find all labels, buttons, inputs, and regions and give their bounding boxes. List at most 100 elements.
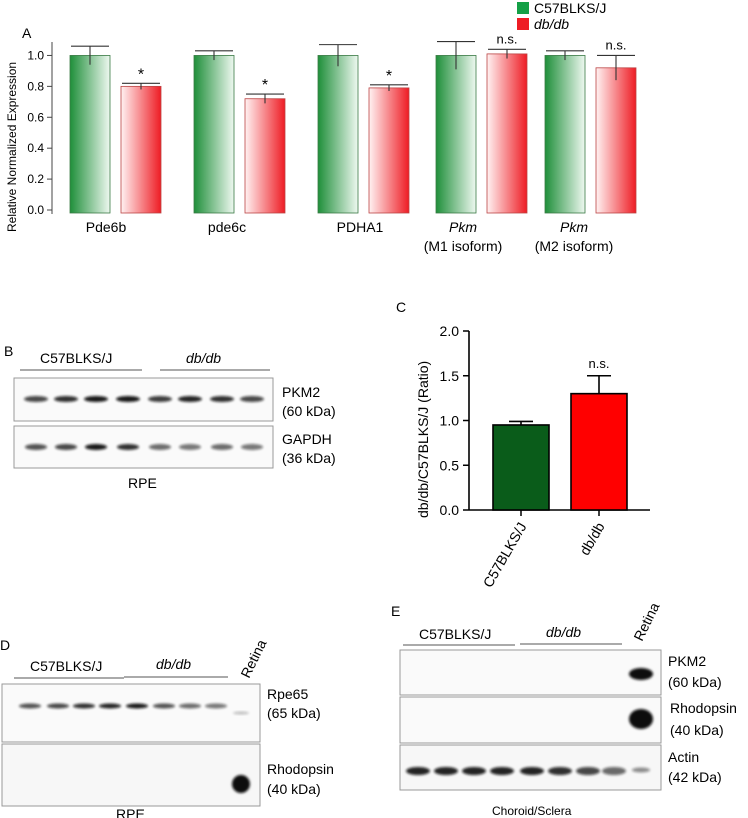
panel-label-e: E [391, 603, 400, 619]
legend-label-c57: C57BLKS/J [534, 0, 606, 16]
chart-c-ytick-label: 0.0 [440, 502, 460, 518]
blot-e-row3-name: Actin [668, 749, 699, 765]
chart-a-annotation: n.s. [606, 37, 627, 52]
blot-band [602, 767, 626, 775]
blot-band [117, 444, 139, 450]
blot-band [178, 396, 202, 402]
blot-band [24, 396, 48, 402]
blot-d-membrane-rpe65 [1, 683, 261, 743]
blot-d-membrane-rhodopsin [1, 743, 261, 807]
blot-band [462, 767, 486, 775]
panel-label-b: B [4, 343, 13, 359]
blot-d-row1-name: Rpe65 [267, 686, 308, 702]
blot-d-row1-size: (65 kDa) [267, 705, 321, 721]
blot-b-row1-name: PKM2 [282, 384, 320, 400]
blot-b-bands [24, 396, 264, 450]
chart-a-xlabel: Pkm [449, 219, 477, 235]
chart-c-ytick-label: 2.0 [440, 323, 460, 339]
blot-e-membrane-pkm2 [399, 649, 662, 696]
blot-band [576, 767, 600, 775]
panel-label-a: A [22, 25, 32, 41]
blot-band [19, 703, 41, 709]
blot-band [520, 767, 544, 775]
chart-a-bars: * * * n.s. n.s. [69, 31, 637, 214]
chart-a-ytick-label: 0.2 [27, 172, 44, 186]
blot-e-row2-name: Rhodopsin [670, 700, 737, 716]
blot-e-row2-size: (40 kDa) [670, 722, 724, 738]
chart-a-bar [317, 55, 359, 214]
blot-d-group2-label: db/db [156, 656, 191, 672]
chart-a-bar [120, 85, 162, 214]
chart-a-ytick-label: 1.0 [27, 48, 44, 62]
blot-band [148, 396, 172, 402]
blot-band [490, 767, 514, 775]
chart-c-ytick-label: 1.5 [440, 368, 460, 384]
blot-e-group1-label: C57BLKS/J [419, 626, 491, 642]
blot-band [210, 396, 234, 402]
blot-b-row2-size: (36 kDa) [282, 450, 336, 466]
blot-b-group2-label: db/db [186, 350, 221, 366]
chart-c-bar [570, 392, 628, 511]
chart-a-annotation: * [386, 68, 392, 85]
blot-e-caption: Choroid/Sclera [492, 804, 572, 818]
blot-e-row1-size: (60 kDa) [668, 674, 722, 690]
chart-a-xlabel: pde6c [208, 219, 246, 235]
blot-band [240, 396, 264, 402]
panel-b: B C57BLKS/J db/db PKM2 (60 kDa) GAPDH (3… [4, 343, 336, 491]
blot-band [548, 767, 572, 775]
panel-a: A C57BLKS/J db/db Relative Normalized Ex… [5, 0, 637, 254]
blot-band [233, 711, 249, 715]
chart-a-bar [193, 55, 235, 214]
blot-band [434, 767, 458, 775]
blot-e-row1-name: PKM2 [668, 653, 706, 669]
blot-band [632, 767, 650, 773]
blot-d-bands [19, 703, 250, 793]
blot-d-group1-label: C57BLKS/J [30, 658, 102, 674]
chart-a-xlabel: PDHA1 [337, 219, 384, 235]
blot-band [55, 444, 77, 450]
chart-a-annotation: * [262, 77, 268, 94]
blot-band [85, 444, 107, 450]
chart-c-xlabels: C57BLKS/J db/db [480, 519, 608, 590]
chart-a-annotation: n.s. [497, 31, 518, 46]
chart-a-bar [69, 55, 111, 214]
blot-e-membrane-rhodopsin [399, 696, 662, 744]
blot-band [629, 668, 653, 680]
panel-c: C db/db/C57BLKS/J (Ratio) 0.0 0.5 1.0 1.5 2.… [396, 299, 650, 590]
chart-a-annotation: * [138, 66, 144, 83]
chart-a-ytick-label: 0.4 [27, 141, 44, 155]
chart-c-ytick-label: 1.0 [440, 413, 460, 429]
blot-b-caption: RPE [128, 475, 157, 491]
chart-a-xlabel-sub: (M2 isoform) [535, 238, 614, 254]
chart-a-xlabels: Pde6b pde6c PDHA1 Pkm (M1 isoform) Pkm (M2 iso… [86, 219, 614, 254]
blot-band [116, 396, 140, 402]
chart-c-bar [492, 424, 550, 511]
blot-d-row2-size: (40 kDa) [267, 781, 321, 797]
blot-band [211, 444, 233, 450]
blot-band [47, 703, 69, 709]
blot-band [99, 703, 121, 709]
chart-a-yticks: 0.0 0.2 0.4 0.6 0.8 1.0 [27, 48, 52, 217]
blot-e-group2-label: db/db [546, 624, 581, 640]
chart-c-yticks: 0.0 0.5 1.0 1.5 2.0 [440, 323, 469, 518]
chart-a-bar [544, 55, 586, 214]
blot-band [406, 767, 430, 775]
blot-band [25, 444, 47, 450]
chart-c-annotation: n.s. [589, 356, 610, 371]
legend-label-dbdb: db/db [534, 16, 569, 32]
chart-c-xlabel: C57BLKS/J [480, 520, 530, 591]
chart-a-ytick-label: 0.6 [27, 110, 44, 124]
chart-a-ytick-label: 0.8 [27, 79, 44, 93]
chart-a-ytick-label: 0.0 [27, 203, 44, 217]
chart-a-bar [368, 87, 410, 214]
blot-band [232, 775, 250, 793]
blot-e-retina-label: Retina [630, 600, 662, 644]
blot-b-row1-size: (60 kDa) [282, 403, 336, 419]
blot-band [126, 703, 148, 709]
blot-b-group1-label: C57BLKS/J [40, 350, 112, 366]
panel-e: E C57BLKS/J db/db Retina PKM2 (60 kDa) R… [391, 600, 737, 818]
blot-band [241, 444, 263, 450]
blot-d-caption: RPE [116, 806, 145, 818]
blot-d-retina-label: Retina [237, 637, 269, 681]
chart-a-xlabel-sub: (M1 isoform) [424, 238, 503, 254]
